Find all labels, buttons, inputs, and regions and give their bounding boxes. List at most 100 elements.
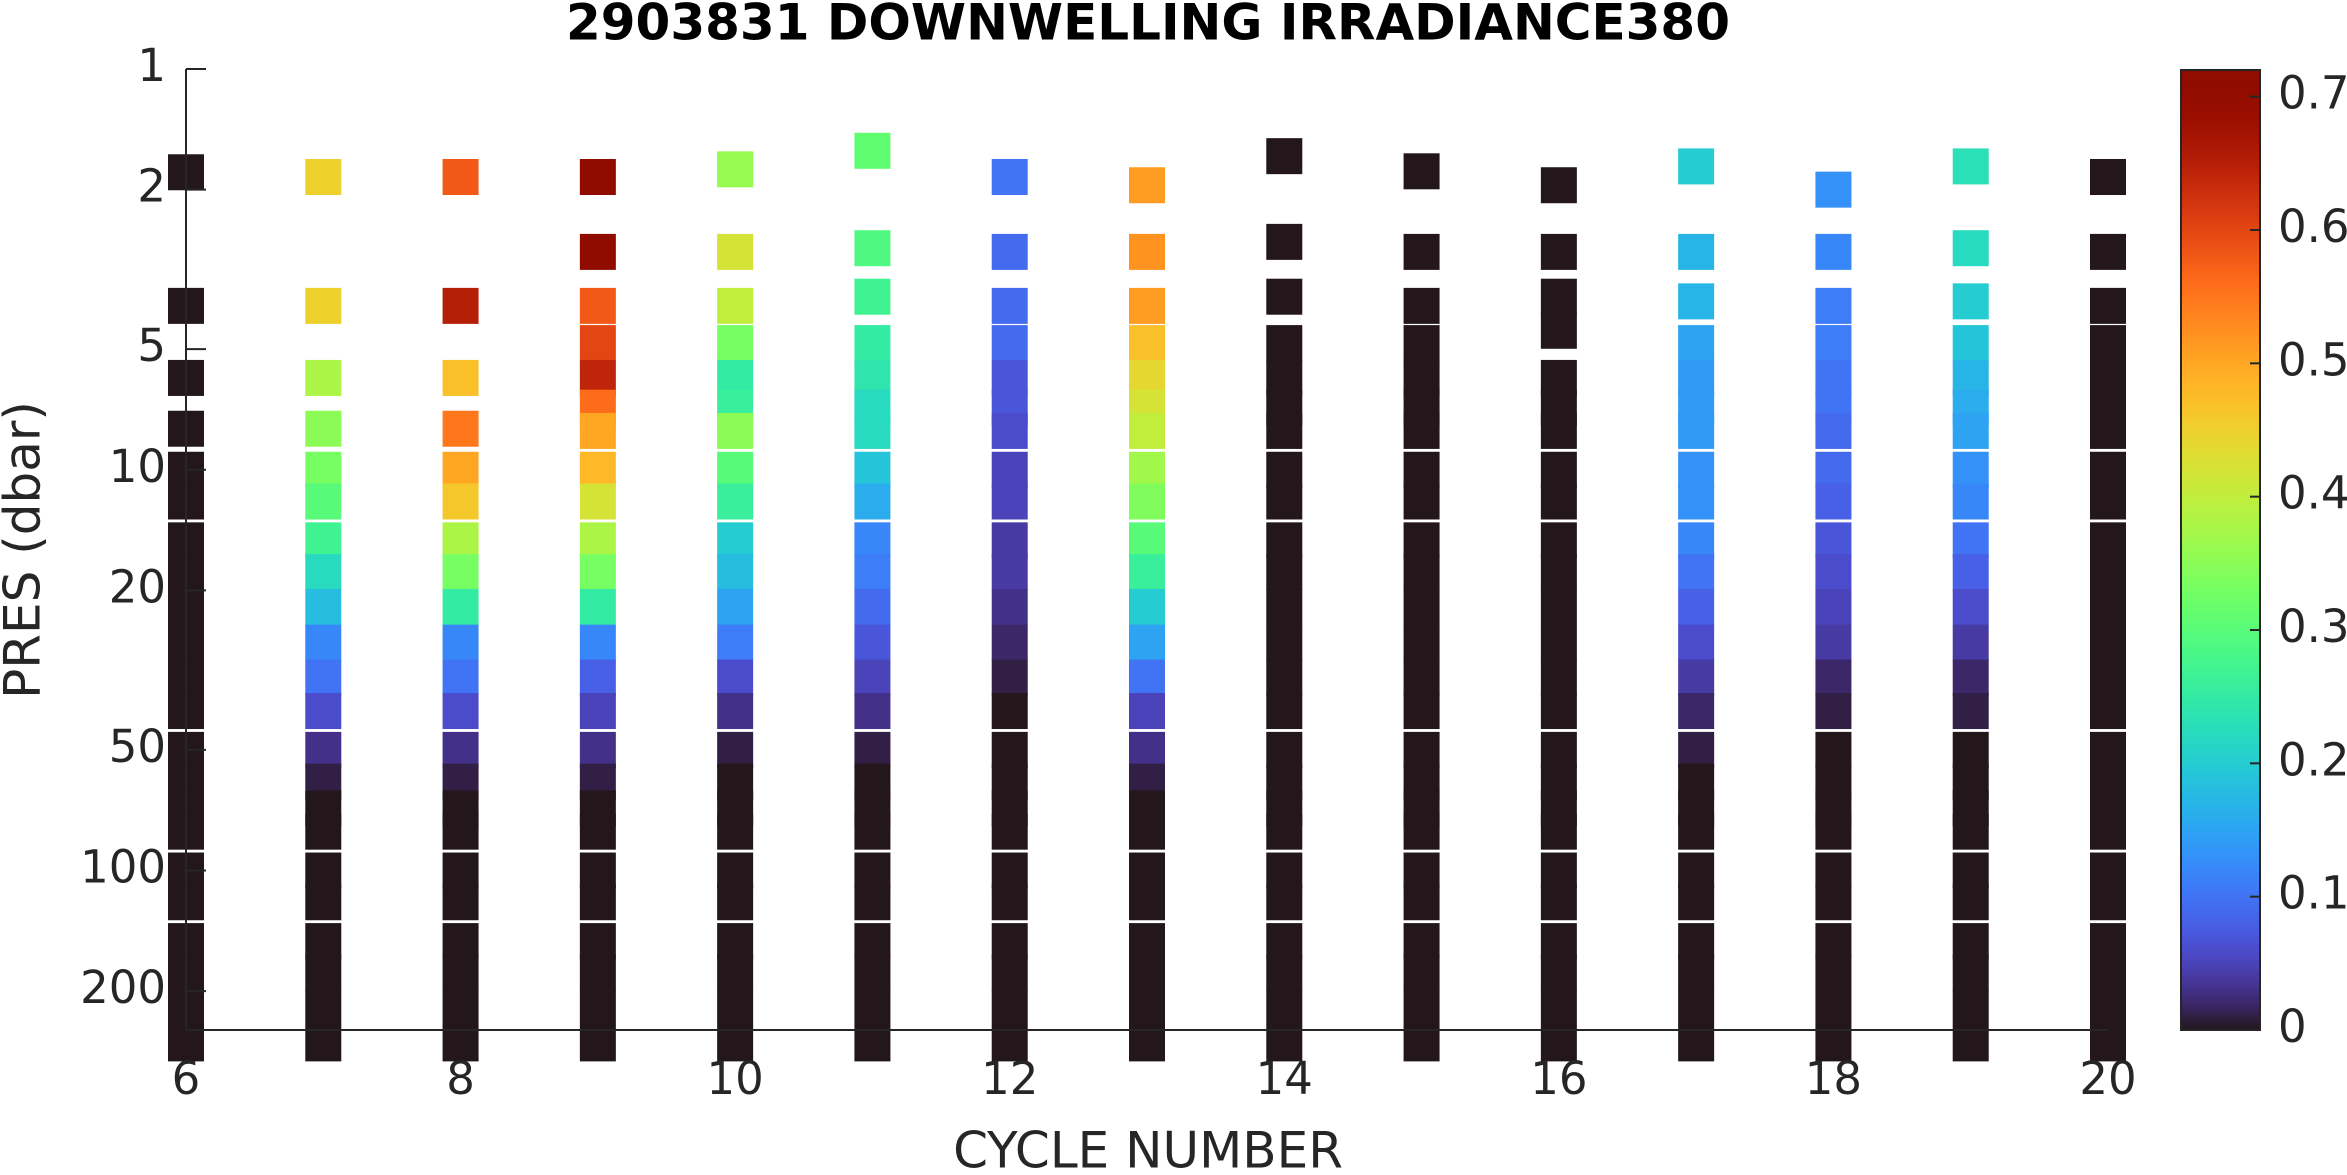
- y-tick-label: 100: [80, 841, 166, 894]
- x-tick-label: 6: [172, 1052, 201, 1105]
- marker: [305, 693, 342, 730]
- marker: [1266, 852, 1303, 889]
- marker: [854, 412, 891, 449]
- marker: [2090, 659, 2126, 696]
- marker: [1266, 325, 1303, 362]
- marker: [1678, 148, 1715, 185]
- marker: [717, 483, 754, 520]
- marker: [991, 159, 1028, 196]
- marker: [1815, 852, 1852, 889]
- marker: [1403, 588, 1440, 625]
- marker: [1266, 554, 1303, 591]
- marker: [1815, 325, 1852, 362]
- marker: [1540, 412, 1577, 449]
- marker: [1815, 412, 1852, 449]
- marker: [579, 588, 616, 625]
- marker: [991, 325, 1028, 362]
- marker: [1952, 283, 1989, 320]
- marker: [442, 731, 479, 768]
- marker: [579, 159, 616, 196]
- marker: [442, 1025, 479, 1062]
- marker: [442, 451, 479, 488]
- marker: [1952, 148, 1989, 185]
- marker: [1952, 989, 1989, 1026]
- marker: [1952, 923, 1989, 960]
- marker: [1815, 884, 1852, 921]
- marker: [1266, 1025, 1303, 1062]
- marker: [1952, 522, 1989, 559]
- marker: [579, 624, 616, 661]
- marker: [1540, 233, 1577, 270]
- marker: [991, 588, 1028, 625]
- marker: [717, 884, 754, 921]
- marker: [717, 989, 754, 1026]
- marker: [1540, 923, 1577, 960]
- marker: [717, 412, 754, 449]
- x-tick-label: 14: [1256, 1052, 1313, 1105]
- x-tick-label: 12: [981, 1052, 1038, 1105]
- marker: [1678, 813, 1715, 850]
- marker: [854, 483, 891, 520]
- marker: [1952, 731, 1989, 768]
- marker: [991, 731, 1028, 768]
- marker: [854, 132, 891, 169]
- marker: [991, 659, 1028, 696]
- marker: [854, 693, 891, 730]
- marker: [1266, 624, 1303, 661]
- marker: [2090, 483, 2126, 520]
- marker: [1678, 624, 1715, 661]
- marker: [2090, 554, 2126, 591]
- marker: [1403, 923, 1440, 960]
- marker: [854, 624, 891, 661]
- marker: [991, 287, 1028, 324]
- marker: [1540, 312, 1577, 349]
- marker: [1952, 852, 1989, 889]
- marker: [1952, 325, 1989, 362]
- marker: [1403, 483, 1440, 520]
- marker: [717, 233, 754, 270]
- marker: [1540, 813, 1577, 850]
- marker: [442, 693, 479, 730]
- marker: [854, 278, 891, 315]
- marker: [1129, 1025, 1165, 1062]
- marker: [1952, 813, 1989, 850]
- x-tick-label: 16: [1530, 1052, 1587, 1105]
- marker: [1129, 233, 1165, 270]
- marker: [305, 659, 342, 696]
- marker: [1266, 522, 1303, 559]
- x-tick-label: 10: [707, 1052, 764, 1105]
- marker: [1266, 731, 1303, 768]
- marker: [1678, 588, 1715, 625]
- marker: [991, 954, 1028, 991]
- marker: [579, 923, 616, 960]
- marker: [442, 359, 479, 396]
- marker: [1403, 287, 1440, 324]
- colorbar-tick-label: 0.4: [2278, 467, 2347, 520]
- marker: [2090, 1025, 2126, 1062]
- marker: [717, 451, 754, 488]
- marker: [1815, 659, 1852, 696]
- marker: [442, 954, 479, 991]
- marker: [2090, 989, 2126, 1026]
- marker: [1129, 884, 1165, 921]
- marker: [991, 852, 1028, 889]
- colorbar-tick-label: 0.7: [2278, 67, 2347, 120]
- marker: [579, 954, 616, 991]
- colorbar-tick-label: 0.3: [2278, 600, 2347, 653]
- marker: [1815, 522, 1852, 559]
- marker: [1266, 659, 1303, 696]
- y-tick-label: 50: [109, 720, 166, 773]
- colorbar-tick-label: 0.1: [2278, 867, 2347, 920]
- marker: [1540, 554, 1577, 591]
- marker: [1403, 813, 1440, 850]
- marker: [1129, 923, 1165, 960]
- marker: [854, 588, 891, 625]
- marker: [1129, 693, 1165, 730]
- marker: [1266, 451, 1303, 488]
- marker: [1129, 659, 1165, 696]
- marker: [1540, 522, 1577, 559]
- marker: [1403, 989, 1440, 1026]
- marker: [1403, 624, 1440, 661]
